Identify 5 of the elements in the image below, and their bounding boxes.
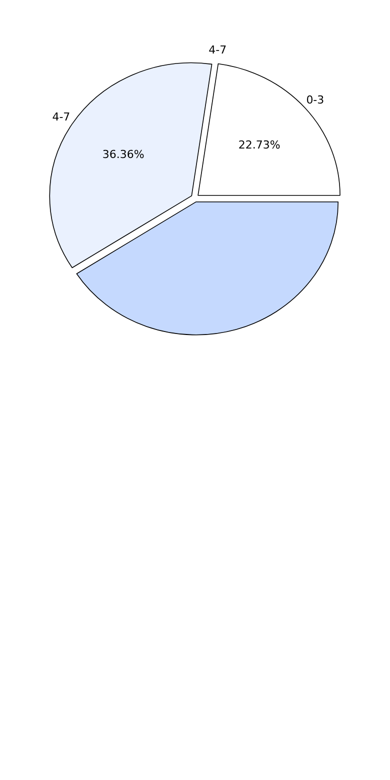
data-label: 22.73% [238,138,280,152]
slice-label: 0-3 [306,93,324,106]
data-label: 36.36% [102,148,144,161]
text: 4-7 [208,44,227,57]
slice-label: 4-7 [52,110,70,124]
